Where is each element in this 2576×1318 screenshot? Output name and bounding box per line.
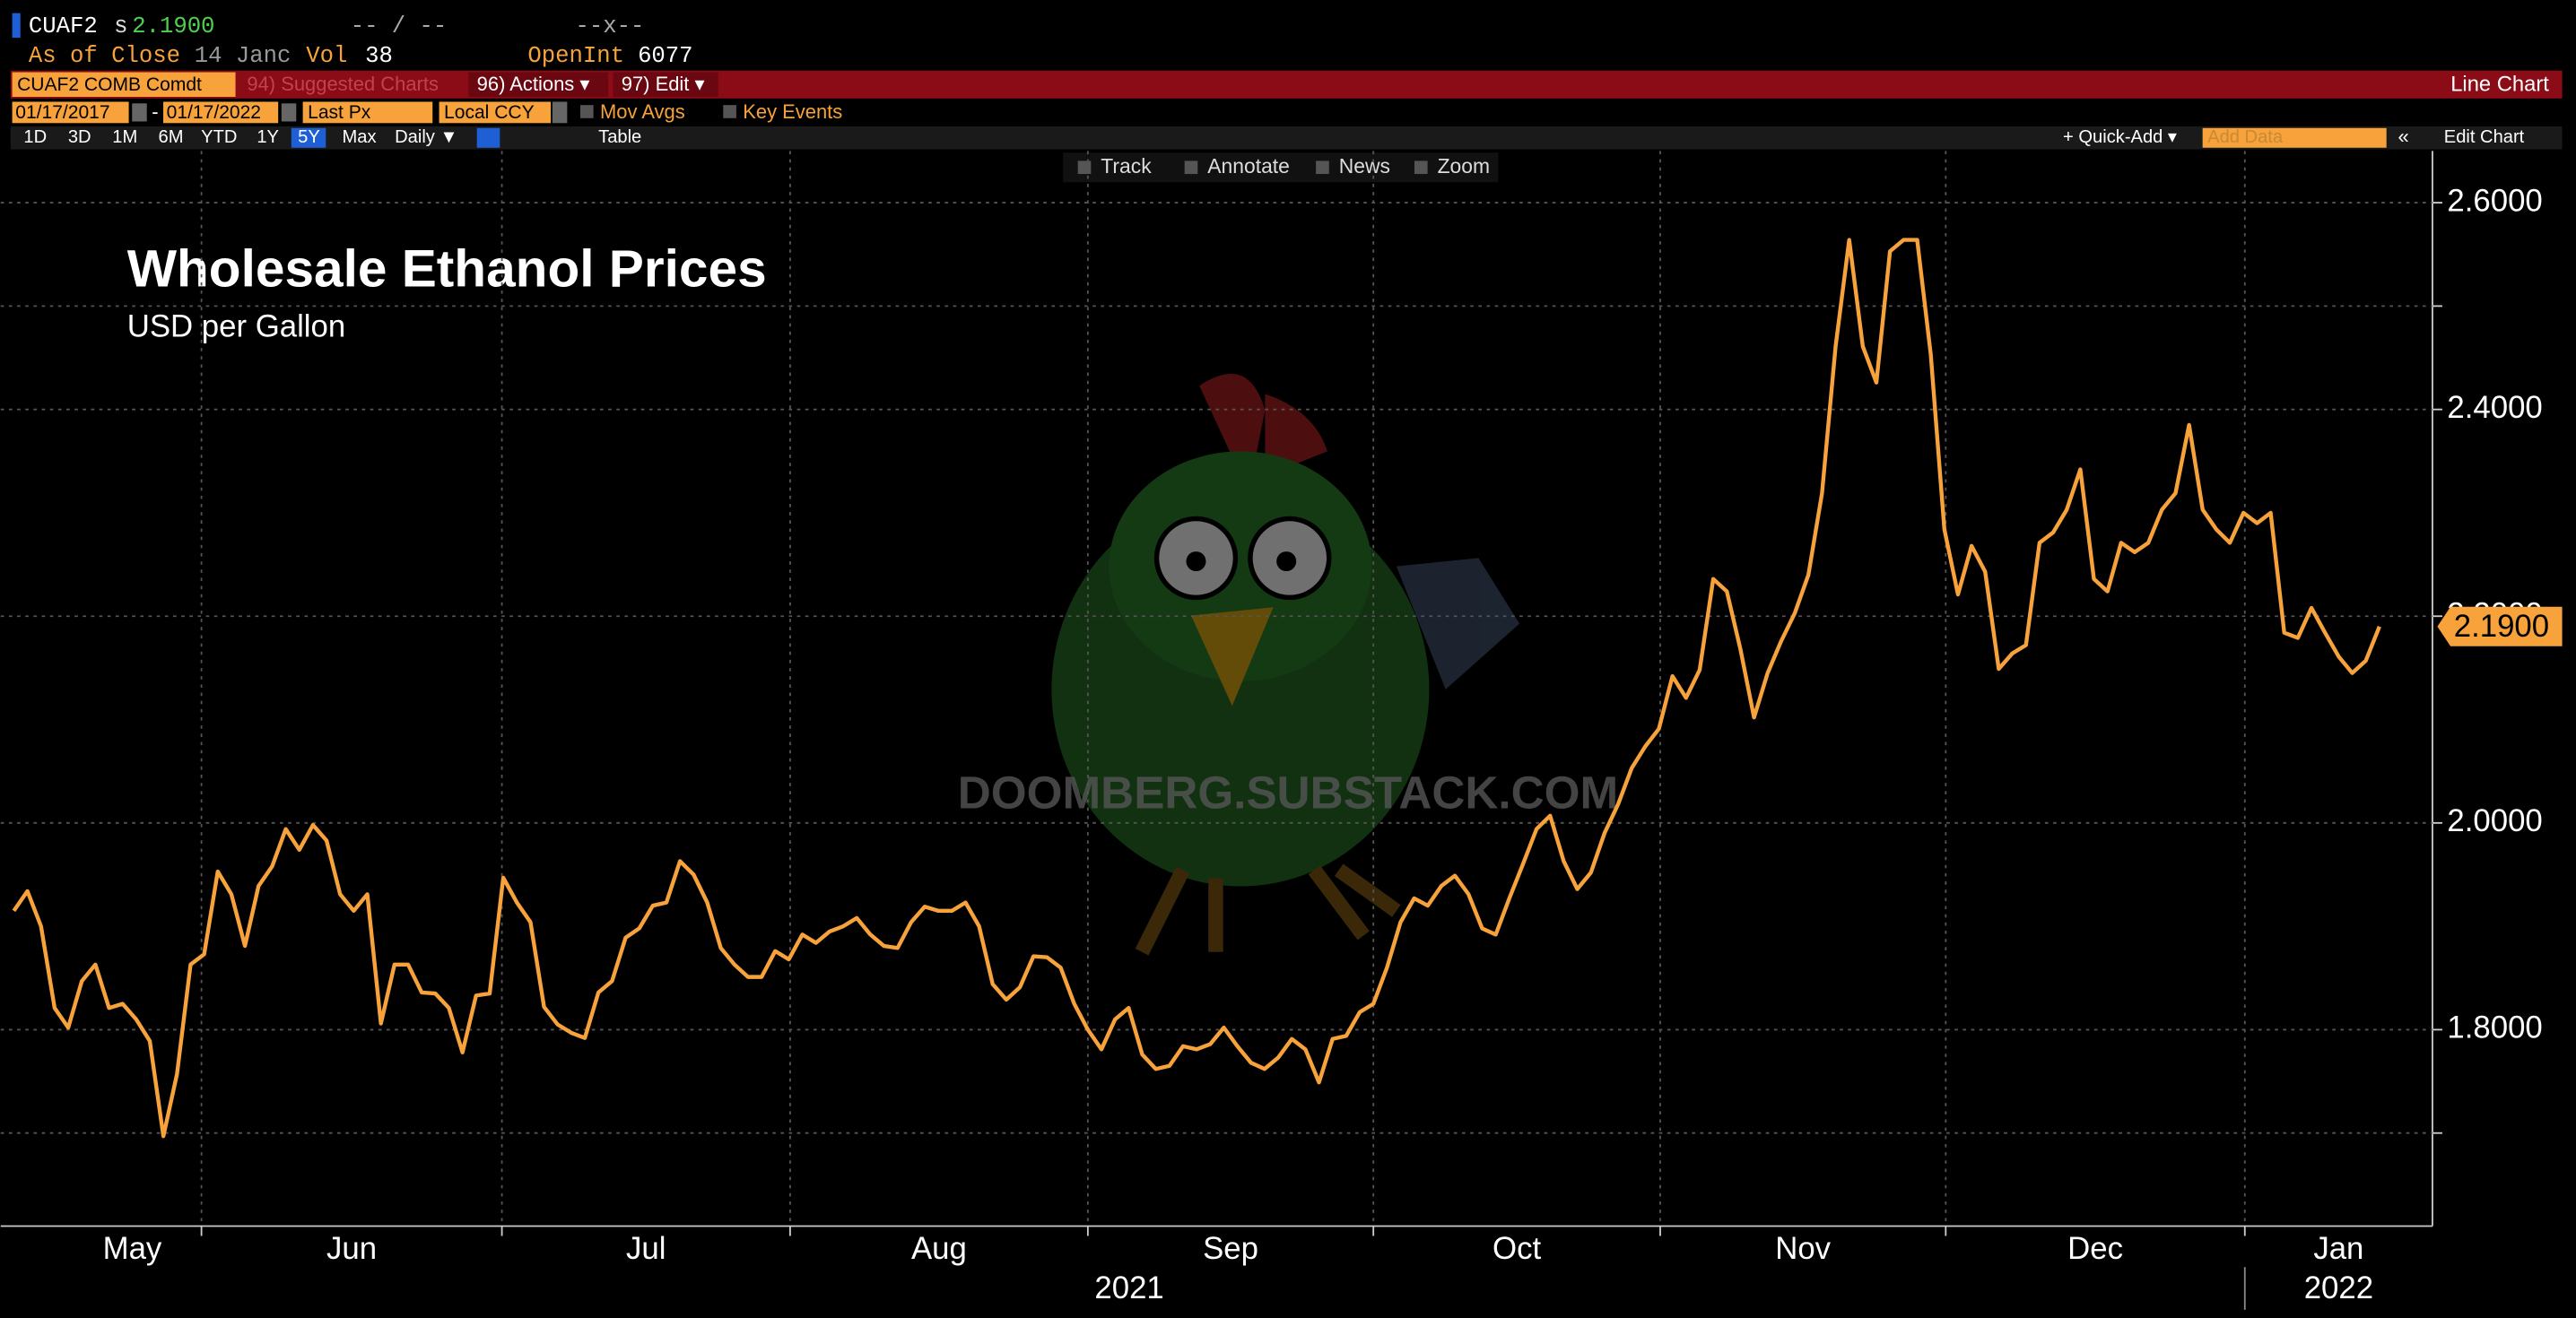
tool-button[interactable]: News bbox=[1339, 154, 1390, 178]
add-data-box[interactable] bbox=[2202, 127, 2387, 148]
price: 2.1900 bbox=[132, 13, 214, 39]
y-tick-label: 2.6000 bbox=[2447, 184, 2542, 218]
chart-type: Line Chart bbox=[2450, 72, 2549, 96]
table[interactable]: Table bbox=[598, 127, 641, 147]
price-line bbox=[12, 238, 2381, 1139]
period-selected[interactable] bbox=[291, 127, 326, 148]
line-icon[interactable] bbox=[476, 127, 500, 148]
start-date-box[interactable] bbox=[12, 101, 129, 124]
x-tick-label: Jul bbox=[626, 1232, 666, 1266]
x-tick-label: Jun bbox=[326, 1232, 377, 1266]
ticker: CUAF2 bbox=[29, 13, 98, 39]
period-button[interactable]: 1M bbox=[112, 127, 137, 147]
quick-add[interactable]: + Quick-Add ▾ bbox=[2063, 127, 2177, 147]
key-events[interactable]: Key Events bbox=[743, 100, 842, 123]
suggested-charts[interactable]: 94) Suggested Charts bbox=[247, 73, 439, 95]
date: 14 Janc bbox=[195, 43, 292, 69]
field[interactable]: Last Px bbox=[308, 102, 371, 123]
end-date[interactable]: 01/17/2022 bbox=[167, 102, 261, 123]
dropdown[interactable] bbox=[552, 101, 568, 124]
security[interactable]: CUAF2 COMB Comdt bbox=[17, 74, 202, 95]
edit-button[interactable] bbox=[613, 72, 718, 98]
tool-button[interactable]: Track bbox=[1101, 154, 1152, 178]
chart-subtitle: USD per Gallon bbox=[127, 309, 345, 343]
mov-avgs[interactable]: Mov Avgs bbox=[600, 100, 685, 123]
edit[interactable]: 97) Edit ▾ bbox=[622, 73, 705, 95]
period-button[interactable]: 1D bbox=[23, 127, 47, 147]
edit-chart[interactable]: Edit Chart bbox=[2444, 127, 2525, 147]
collapse[interactable]: « bbox=[2398, 126, 2409, 148]
x-tick-label: Nov bbox=[1775, 1232, 1831, 1266]
date-sep: - bbox=[152, 100, 158, 123]
x-tick-label: Aug bbox=[911, 1232, 967, 1266]
checkbox[interactable] bbox=[579, 105, 594, 118]
period-group: 1D 3D 1M 6M YTD 1Y 5Y Max bbox=[23, 127, 377, 148]
tool-icon[interactable] bbox=[1184, 160, 1198, 175]
x-tick-label: Dec bbox=[2067, 1232, 2123, 1266]
period-button[interactable]: YTD bbox=[201, 127, 237, 147]
tool-group: Track Annotate News Zoom bbox=[1077, 154, 1490, 178]
period-button[interactable]: Max bbox=[343, 127, 377, 147]
year-label: 2022 bbox=[2304, 1271, 2373, 1305]
x-tick-label: Jan bbox=[2313, 1232, 2363, 1266]
checkbox[interactable] bbox=[723, 105, 736, 118]
tool-button[interactable]: Annotate bbox=[1207, 154, 1290, 178]
frequency[interactable]: Daily ▼ bbox=[395, 127, 457, 147]
as-of: As of Close bbox=[29, 43, 180, 69]
year-label: 2021 bbox=[1094, 1271, 1163, 1305]
chart-title: Wholesale Ethanol Prices bbox=[127, 239, 767, 298]
currency[interactable]: Local CCY bbox=[444, 102, 535, 123]
bid-ask: -- / -- bbox=[351, 13, 448, 39]
tool-icon[interactable] bbox=[1316, 160, 1329, 175]
y-tick-label: 2.4000 bbox=[2447, 391, 2542, 425]
field-box[interactable] bbox=[302, 101, 433, 124]
y-tick-label: 2.0000 bbox=[2447, 804, 2542, 838]
end-date-box[interactable] bbox=[163, 101, 279, 124]
security-box[interactable] bbox=[12, 72, 236, 98]
currency-box[interactable] bbox=[439, 101, 552, 124]
x-tick-label: May bbox=[103, 1232, 162, 1266]
actions-button[interactable] bbox=[468, 72, 609, 98]
watermark-logo bbox=[1051, 373, 1520, 956]
period-button[interactable]: 6M bbox=[159, 127, 184, 147]
vol-label: Vol bbox=[306, 43, 347, 69]
calendar-icon[interactable] bbox=[132, 103, 147, 122]
actions[interactable]: 96) Actions ▾ bbox=[477, 73, 590, 95]
add-data[interactable]: Add Data bbox=[2207, 127, 2284, 147]
last-value-tag bbox=[2437, 606, 2563, 646]
oi: 6077 bbox=[638, 43, 692, 69]
start-date[interactable]: 01/17/2017 bbox=[15, 102, 109, 123]
ticker-marker bbox=[12, 13, 21, 39]
calendar-icon[interactable] bbox=[281, 103, 297, 122]
toolbar bbox=[10, 70, 2563, 99]
tool-button[interactable]: Zoom bbox=[1438, 154, 1490, 178]
period-button[interactable]: 3D bbox=[68, 127, 91, 147]
size: --x-- bbox=[576, 13, 645, 39]
oi-label: OpenInt bbox=[527, 43, 624, 69]
period-button[interactable]: 5Y bbox=[298, 127, 320, 147]
tool-icon[interactable] bbox=[1077, 160, 1092, 175]
period-bar bbox=[10, 126, 2563, 150]
x-tick-label: Oct bbox=[1493, 1232, 1541, 1266]
period-button[interactable]: 1Y bbox=[257, 127, 279, 147]
watermark: DOOMBERG.SUBSTACK.COM bbox=[958, 767, 1618, 818]
plot: 1.80002.00002.20002.40002.6000MayJunJulA… bbox=[0, 151, 2563, 1310]
tool-icon[interactable] bbox=[1414, 160, 1428, 175]
price-prefix: s bbox=[114, 13, 127, 39]
y-tick-label: 1.8000 bbox=[2447, 1011, 2542, 1045]
vol: 38 bbox=[365, 43, 393, 69]
last-value-label: 2.1900 bbox=[2454, 610, 2549, 644]
x-tick-label: Sep bbox=[1203, 1232, 1258, 1266]
